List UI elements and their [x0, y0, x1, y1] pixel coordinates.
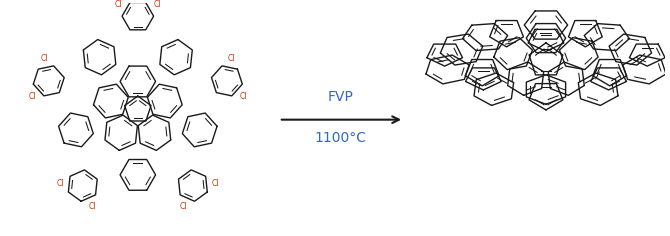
Text: Cl: Cl	[28, 92, 36, 101]
Text: Cl: Cl	[228, 54, 235, 63]
Text: Cl: Cl	[115, 0, 122, 9]
Text: Cl: Cl	[56, 179, 64, 188]
Text: 1100°C: 1100°C	[315, 131, 367, 145]
Text: Cl: Cl	[180, 202, 188, 211]
Text: Cl: Cl	[240, 92, 247, 101]
Text: Cl: Cl	[153, 0, 161, 9]
Text: Cl: Cl	[212, 179, 219, 188]
Text: FVP: FVP	[328, 90, 354, 104]
Text: Cl: Cl	[88, 202, 96, 211]
Text: Cl: Cl	[40, 54, 48, 63]
